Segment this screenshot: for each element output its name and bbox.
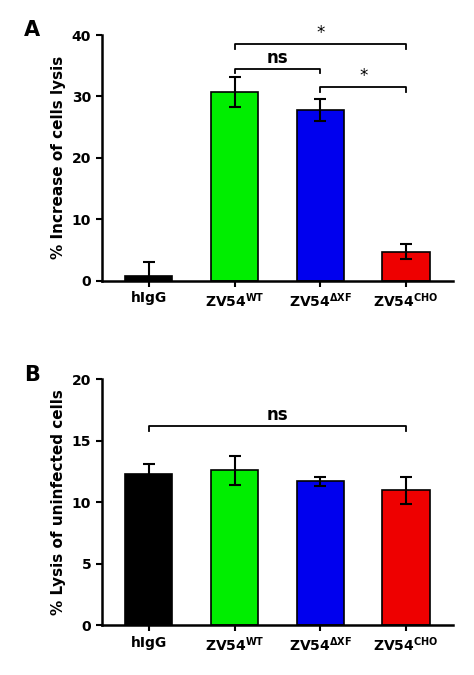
Bar xyxy=(383,490,429,625)
Text: *: * xyxy=(316,24,325,43)
Bar xyxy=(383,252,429,281)
Bar xyxy=(125,474,173,625)
Bar xyxy=(125,276,173,281)
Bar xyxy=(297,110,344,281)
Text: B: B xyxy=(24,364,40,385)
Y-axis label: % Increase of cells lysis: % Increase of cells lysis xyxy=(51,56,66,259)
Bar xyxy=(297,481,344,625)
Text: ns: ns xyxy=(266,406,288,424)
Text: *: * xyxy=(359,68,367,85)
Bar xyxy=(211,92,258,281)
Text: A: A xyxy=(24,20,40,40)
Bar xyxy=(211,470,258,625)
Text: ns: ns xyxy=(266,49,288,67)
Y-axis label: % Lysis of uninfected cells: % Lysis of uninfected cells xyxy=(51,389,66,615)
